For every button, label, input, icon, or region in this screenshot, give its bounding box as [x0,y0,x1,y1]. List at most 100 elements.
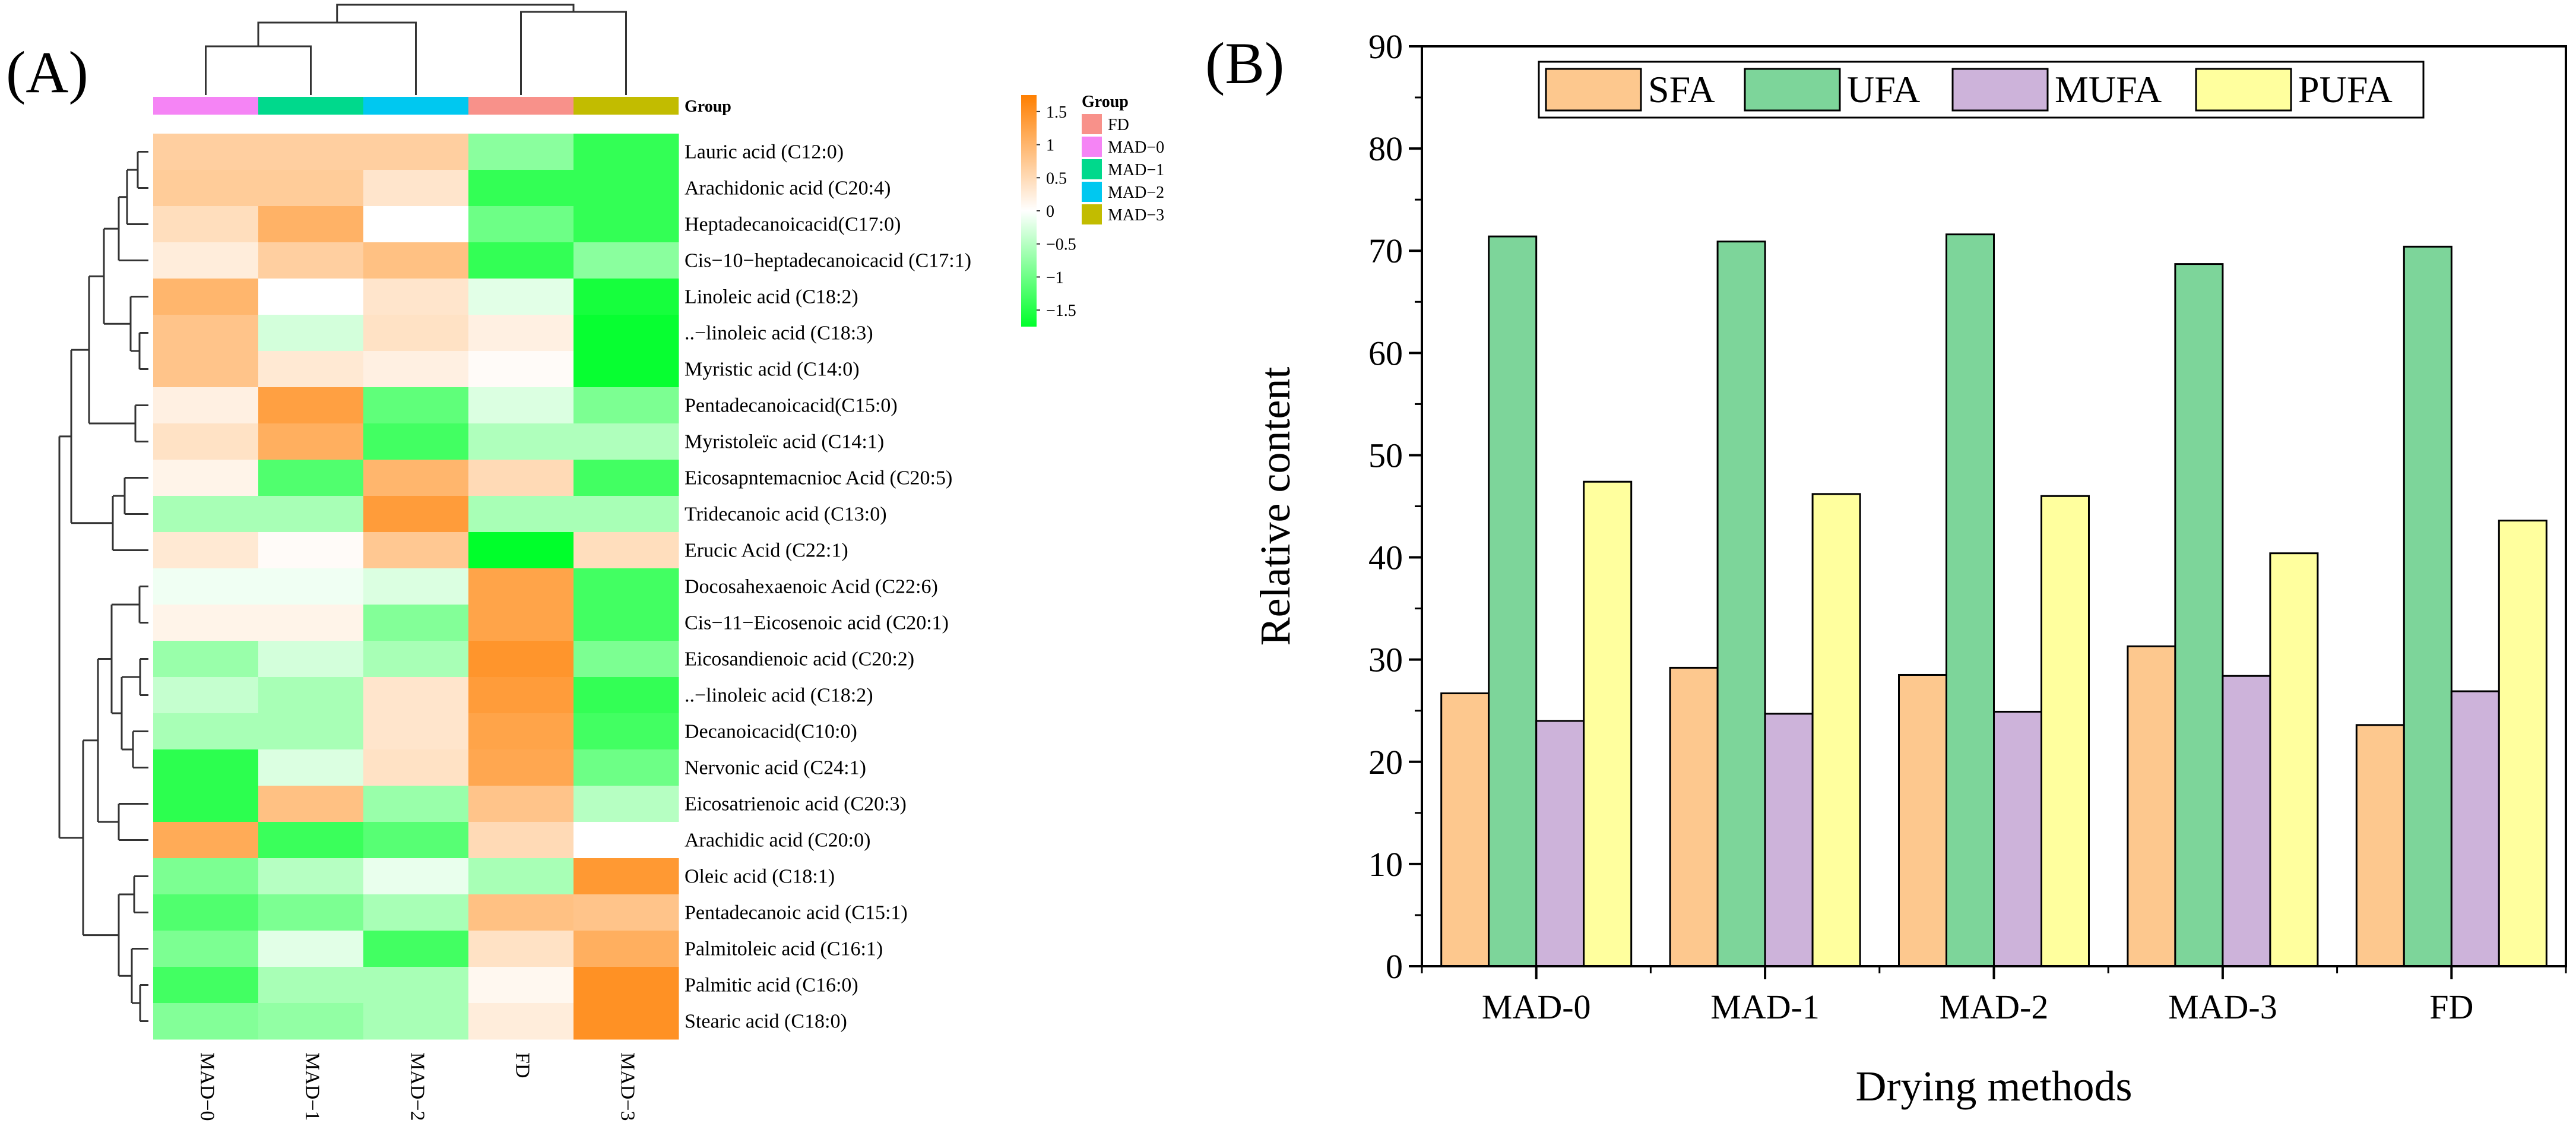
heatmap-cell [363,134,469,170]
heatmap-cell [363,568,469,605]
bar-legend: SFA UFA MUFA PUFA [1538,61,2425,119]
heatmap-cell [363,931,469,967]
x-axis-label: Drying methods [1856,1062,2133,1110]
heatmap-cell [363,423,469,460]
group-legend-swatch [1082,137,1102,157]
heatmap-cell [258,568,364,605]
row-label: Decanoicacid(C10:0) [685,721,857,743]
heatmap-cell [573,134,679,170]
heatmap-cell [573,279,679,315]
panel-a-label: (A) [6,39,88,105]
row-label: Pentadecanoicacid(C15:0) [685,395,898,417]
y-axis-label: Relative content [1251,367,1299,646]
legend-label: MUFA [2055,68,2162,110]
heatmap-cell [258,786,364,823]
heatmap-cell [573,170,679,207]
legend-swatch-sfa [1545,68,1642,112]
panel-b-label: (B) [1205,30,1284,96]
heatmap-cell [258,713,364,750]
heatmap-cell [153,387,259,424]
x-tick-label: MAD-0 [1482,988,1591,1026]
color-scale-tick-label: −1.5 [1046,302,1076,320]
y-tick-label: 90 [1368,27,1403,66]
heatmap-cell [153,496,259,533]
heatmap-cell [468,713,574,750]
heatmap-cell [258,1003,364,1040]
heatmap-cell [468,641,574,678]
heatmap-cell [258,423,364,460]
row-label: Palmitic acid (C16:0) [685,975,858,997]
heatmap-cell [153,786,259,823]
group-legend-label: MAD−2 [1108,184,1164,202]
bar-pufa [2498,520,2548,967]
heatmap-cell [258,858,364,895]
bar-mufa [2222,675,2271,967]
y-tick-label: 30 [1368,641,1403,679]
legend-label: SFA [1648,68,1715,110]
heatmap-cell [573,858,679,895]
row-label: Palmitoleic acid (C16:1) [685,938,883,960]
group-bar-cell [363,97,468,115]
row-label: Nervonic acid (C24:1) [685,757,866,779]
heatmap-cell [258,749,364,786]
heatmap-cell [573,894,679,931]
heatmap-cell [258,931,364,967]
heatmap-cell [468,967,574,1004]
heatmap-cell [363,206,469,243]
heatmap-cell [153,749,259,786]
heatmap-cell [363,713,469,750]
heatmap-cell [363,822,469,859]
color-scale-bar [1021,95,1037,327]
color-scale-tick-label: 0 [1046,203,1054,221]
heatmap-cell [468,858,574,895]
heatmap-cell [363,1003,469,1040]
heatmap-cell [573,387,679,424]
x-tick-label: MAD-2 [1940,988,2049,1026]
heatmap-cell [363,677,469,714]
dendrogram-branch [205,45,312,95]
heatmap-cell [468,532,574,569]
heatmap-panel: Group Lauric acid (C12:0) Arachidonic aci… [58,4,1164,1121]
heatmap-cell [153,279,259,315]
row-label: Linoleic acid (C18:2) [685,286,858,308]
heatmap-cell [468,423,574,460]
heatmap-cell [573,641,679,678]
heatmap-cell [468,677,574,714]
color-scale-tick-label: 0.5 [1046,169,1067,188]
bar-sfa [1898,673,1947,967]
bar-ufa [1716,241,1766,967]
heatmap-cell [468,134,574,170]
bar-chart-panel: 0 10 20 30 40 50 60 70 80 90 MAD-0 MAD-1 MAD-2 MAD-3… [1251,27,2567,1110]
dendrogram-branch [336,4,575,23]
heatmap-cell [153,967,259,1004]
heatmap-cell [153,568,259,605]
heatmap-cell [573,496,679,533]
heatmap-cell [573,786,679,823]
row-label: Erucic Acid (C22:1) [685,540,848,562]
heatmap-cell [363,786,469,823]
group-legend-swatch [1082,159,1102,179]
column-label: FD [512,1052,534,1078]
row-label: Eicosatrienoic acid (C20:3) [685,793,907,815]
heatmap-cell [363,605,469,641]
color-scale-tick-label: −0.5 [1046,236,1076,254]
heatmap-cell [363,279,469,315]
column-label: MAD−2 [407,1052,429,1121]
dendrogram-branch [257,21,417,95]
heatmap-cell [258,460,364,496]
bar-pufa [2040,495,2090,967]
row-label: Docosahexaenoic Acid (C22:6) [685,576,938,598]
heatmap-cell [363,242,469,279]
heatmap-cell [468,822,574,859]
color-scale-legend: 1.5 1 0.5 0 −0.5 −1 −1.5 [1021,95,1076,327]
heatmap-cell [153,605,259,641]
heatmap-cell [363,351,469,388]
group-bar-cell [573,97,679,115]
row-label: ..−linoleic acid (C18:3) [685,322,873,344]
heatmap-cell [363,387,469,424]
heatmap-cell [153,858,259,895]
heatmap-cell [363,641,469,678]
color-scale-tick-label: 1.5 [1046,103,1067,122]
heatmap-cell [258,822,364,859]
group-legend: Group FD MAD−0 MAD−1 MAD−2 MAD−3 [1082,93,1164,224]
